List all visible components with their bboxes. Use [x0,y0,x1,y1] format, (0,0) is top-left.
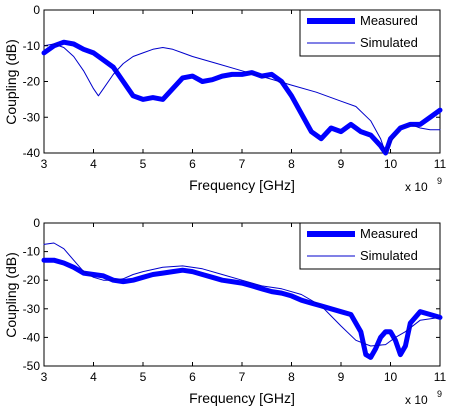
chart-2-x-tick-label: 4 [90,370,97,384]
chart-2-y-axis-label: Coupling (dB) [3,252,19,338]
chart-2-y-tick-label: -20 [23,273,41,287]
chart-1-y-tick-label: -30 [23,110,41,124]
chart-1-y-tick-label: -20 [23,75,41,89]
chart-1-y-axis-label: Coupling (dB) [3,39,19,125]
chart-2-x-tick-label: 10 [384,370,398,384]
chart-2-x-tick-label: 9 [338,370,345,384]
chart-1-x-tick-label: 3 [41,157,48,171]
chart-2-x-tick-label: 8 [288,370,295,384]
chart-2-x-multiplier: x 10 [405,393,428,407]
chart-1-ticks: 3 4 5 6 7 8 9 10 11 0 -10 -20 -30 -40 [23,3,447,171]
chart-2-legend-box [299,222,441,270]
chart-2: 3 4 5 6 7 8 9 10 11 0 -10 -20 -30 -40 -50 Coupling (dB… [3,216,447,407]
chart-2-lines [41,242,443,360]
chart-1-legend-label-measured: Measured [360,13,418,28]
chart-2-x-tick-label: 7 [239,370,246,384]
chart-2-y-tick-label: -50 [23,359,41,373]
chart-2-y-tick-label: 0 [33,216,40,230]
chart-2-y-tick-label: -40 [23,330,41,344]
chart-1-series-measured [41,39,443,156]
chart-1-x-multiplier: x 10 [405,180,428,194]
chart-2-legend: Measured Simulated [299,222,441,270]
chart-1-series-simulated [43,43,441,154]
chart-1-x-exponent: 9 [437,176,442,186]
chart-1-x-tick-label: 9 [338,157,345,171]
chart-1-x-tick-label: 11 [434,157,447,171]
chart-1-x-tick-label: 7 [239,157,246,171]
chart-2-x-tick-label: 11 [434,370,447,384]
chart-1-y-tick-label: 0 [33,3,40,17]
chart-1-y-tick-label: -40 [23,146,41,160]
chart-1-y-tick-label: -10 [23,39,41,53]
chart-2-x-tick-label: 6 [189,370,196,384]
chart-1-legend: Measured Simulated [299,9,441,57]
chart-1-lines [41,39,443,156]
chart-2-legend-label-measured: Measured [360,226,418,241]
chart-1-x-axis-label: Frequency [GHz] [189,177,295,193]
chart-2-series-measured [41,257,443,360]
chart-1-x-tick-label: 6 [189,157,196,171]
chart-1-x-tick-label: 5 [140,157,147,171]
chart-2-x-axis-label: Frequency [GHz] [189,390,295,406]
chart-1-legend-label-simulated: Simulated [360,35,418,50]
chart-2-legend-label-simulated: Simulated [360,248,418,263]
chart-1-x-tick-label: 8 [288,157,295,171]
chart-1-x-tick-label: 4 [90,157,97,171]
chart-2-y-tick-label: -10 [23,245,41,259]
chart-1-x-tick-label: 10 [384,157,398,171]
chart-1: 3 4 5 6 7 8 9 10 11 0 -10 -20 -30 -40 Coupling (dB) F… [3,3,447,194]
chart-1-legend-box [299,9,441,57]
chart-2-x-exponent: 9 [437,389,442,399]
chart-2-x-tick-label: 3 [41,370,48,384]
chart-2-y-tick-label: -30 [23,302,41,316]
chart-2-series-simulated [43,242,441,347]
chart-2-x-tick-label: 5 [140,370,147,384]
chart-2-ticks: 3 4 5 6 7 8 9 10 11 0 -10 -20 -30 -40 -50 [23,216,447,384]
